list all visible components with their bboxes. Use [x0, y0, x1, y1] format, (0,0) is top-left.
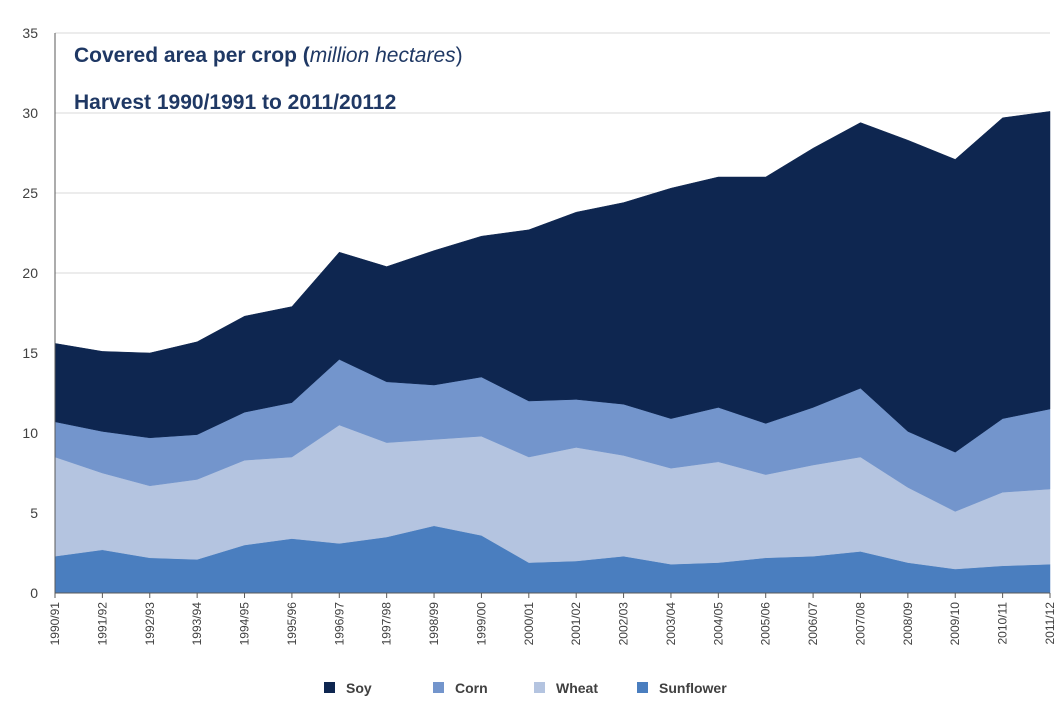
legend-swatch-corn [433, 682, 444, 693]
x-tick-label: 1992/93 [143, 602, 157, 646]
x-tick-label: 1995/96 [285, 602, 299, 646]
legend-label-corn: Corn [455, 680, 488, 696]
legend-label-sunflower: Sunflower [659, 680, 727, 696]
x-tick-label: 2011/12 [1043, 602, 1057, 645]
x-tick-label: 1998/99 [427, 602, 441, 646]
x-tick-label: 1996/97 [332, 602, 346, 646]
x-tick-label: 1994/95 [238, 602, 252, 646]
x-tick-label: 1993/94 [190, 602, 204, 646]
x-tick-label: 2000/01 [522, 602, 536, 646]
legend: Soy Corn Wheat Sunflower [324, 680, 727, 696]
x-tick-label: 2010/11 [996, 602, 1010, 645]
area-soy [54, 111, 1051, 453]
legend-label-wheat: Wheat [556, 680, 598, 696]
y-tick-label: 0 [30, 585, 38, 601]
x-tick-label: 2008/09 [901, 602, 915, 646]
chart-title: Covered area per crop (million hectares)… [74, 44, 463, 114]
x-tick-label: 1991/92 [95, 602, 109, 646]
x-tick-label: 2005/06 [759, 602, 773, 646]
y-tick-label: 25 [22, 185, 38, 201]
legend-swatch-wheat [534, 682, 545, 693]
x-tick-labels: 1990/91 1991/92 1992/93 1993/94 1994/95 1995/… [48, 602, 1057, 646]
y-tick-label: 5 [30, 505, 38, 521]
x-tick-label: 2004/05 [711, 602, 725, 646]
y-tick-label: 35 [22, 25, 38, 41]
y-tick-label: 20 [22, 265, 38, 281]
x-tick-label: 2007/08 [853, 602, 867, 646]
chart-title-main: Covered area per crop ( [74, 44, 310, 67]
y-tick-label: 15 [22, 345, 38, 361]
chart-title-unit: million hectares [310, 44, 456, 67]
x-tick-label: 2002/03 [617, 602, 631, 646]
x-tick-label: 1999/00 [474, 602, 488, 646]
x-tick-label: 2009/10 [948, 602, 962, 646]
x-tick-label: 1997/98 [380, 602, 394, 646]
legend-swatch-sunflower [637, 682, 648, 693]
y-tick-labels: 0 5 10 15 20 25 30 35 [22, 25, 38, 601]
x-tick-label: 2001/02 [569, 602, 583, 646]
x-tick-label: 1990/91 [48, 602, 62, 646]
legend-label-soy: Soy [346, 680, 372, 696]
legend-swatch-soy [324, 682, 335, 693]
axes [54, 33, 1051, 598]
chart-title-end: ) [456, 44, 463, 67]
x-tick-label: 2006/07 [806, 602, 820, 646]
y-tick-label: 10 [22, 425, 38, 441]
chart-title-line2: Harvest 1990/1991 to 2011/20112 [74, 91, 396, 114]
x-tick-label: 2003/04 [664, 602, 678, 646]
area-series [54, 111, 1051, 594]
y-tick-label: 30 [22, 105, 38, 121]
chart-title-line1: Covered area per crop (million hectares) [74, 44, 463, 67]
